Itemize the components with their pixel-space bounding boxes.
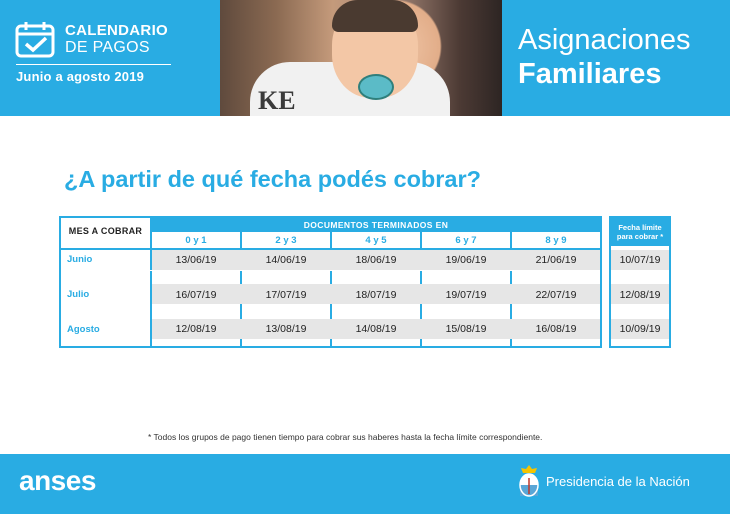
column-divider: [150, 218, 152, 346]
date-cell: 15/08/19: [445, 323, 487, 335]
month-label: Junio: [67, 254, 93, 265]
date-cell: 19/06/19: [445, 254, 487, 266]
date-cell: 22/07/19: [535, 289, 577, 301]
month-label: Julio: [67, 289, 90, 300]
date-cell: 17/07/19: [265, 289, 307, 301]
photo-baby-hair: [332, 0, 418, 32]
table-row: [152, 284, 600, 304]
group-header: 4 y 5: [365, 235, 387, 246]
presidency-label: Presidencia de la Nación: [546, 474, 690, 489]
deadline-table: Fecha límite para cobrar * 10/07/19 12/0…: [609, 216, 671, 348]
row-divider: [61, 248, 600, 250]
deadline-row: [611, 319, 669, 339]
group-header: 6 y 7: [455, 235, 477, 246]
deadline-cell: 12/08/19: [619, 289, 661, 301]
date-cell: 18/07/19: [355, 289, 397, 301]
program-title-line1: Asignaciones: [518, 24, 691, 56]
deadline-row: [611, 250, 669, 270]
group-header: 0 y 1: [185, 235, 207, 246]
date-cell: 12/08/19: [175, 323, 217, 335]
anses-logo: anses: [19, 465, 96, 496]
date-cell: 13/08/19: [265, 323, 307, 335]
calendar-title-line1: CALENDARIO: [65, 22, 168, 39]
date-cell: 13/06/19: [175, 254, 217, 266]
date-cell: 16/07/19: [175, 289, 217, 301]
pacifier-icon: [358, 74, 394, 100]
calendar-badge: CALENDARIO DE PAGOS Junio a agosto 2019: [14, 12, 174, 92]
month-column-header: MES A COBRAR: [68, 226, 143, 236]
calendar-title-line2: DE PAGOS: [65, 39, 150, 56]
coat-of-arms-icon: [519, 465, 539, 497]
calendar-title: CALENDARIO DE PAGOS: [65, 22, 168, 56]
deadline-cell: 10/09/19: [619, 323, 661, 335]
table-row: [152, 250, 600, 270]
date-cell: 14/06/19: [265, 254, 307, 266]
date-cell: 18/06/19: [355, 254, 397, 266]
footnote: * Todos los grupos de pago tienen tiempo…: [148, 432, 543, 442]
baby-photo: KE: [220, 0, 502, 116]
deadline-header-line1: Fecha límite: [618, 223, 662, 232]
date-cell: 19/07/19: [445, 289, 487, 301]
date-cell: 14/08/19: [355, 323, 397, 335]
header-banner: CALENDARIO DE PAGOS Junio a agosto 2019 …: [0, 0, 730, 116]
deadline-row: [611, 284, 669, 304]
footer-banner: anses Presidencia de la Nación: [0, 454, 730, 514]
calendar-check-icon: [15, 22, 55, 58]
group-header: 2 y 3: [275, 235, 297, 246]
deadline-header: Fecha límite para cobrar *: [611, 218, 669, 246]
deadline-header-line2: para cobrar *: [616, 232, 664, 241]
date-cell: 21/06/19: [535, 254, 577, 266]
month-label: Agosto: [67, 324, 100, 335]
deadline-cell: 10/07/19: [619, 254, 661, 266]
payment-table: MES A COBRAR DOCUMENTOS TERMINADOS EN 0 …: [59, 216, 602, 348]
program-title-line2: Familiares: [518, 58, 662, 90]
group-header: 8 y 9: [545, 235, 567, 246]
photo-shirt-text: KE: [258, 86, 296, 115]
page-question: ¿A partir de qué fecha podés cobrar?: [64, 166, 481, 192]
date-cell: 16/08/19: [535, 323, 577, 335]
documents-header: DOCUMENTOS TERMINADOS EN: [152, 218, 600, 232]
table-row: [152, 319, 600, 339]
calendar-period: Junio a agosto 2019: [16, 69, 145, 84]
row-divider: [61, 270, 600, 271]
calendar-divider: [16, 64, 171, 65]
